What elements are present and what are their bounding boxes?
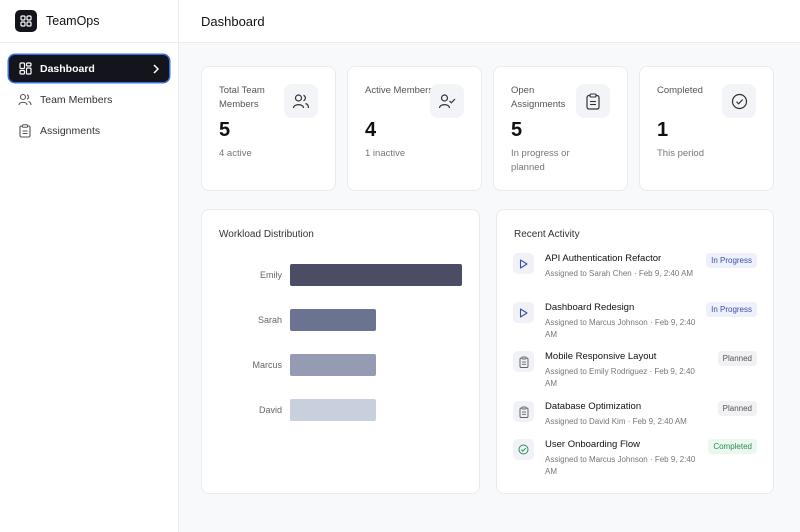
- brand: TeamOps: [0, 0, 178, 43]
- panel-title: Recent Activity: [514, 229, 580, 240]
- sidebar-item-team-members[interactable]: Team Members: [9, 86, 169, 113]
- user-check-icon: [430, 84, 464, 118]
- stat-value: 1: [657, 119, 669, 141]
- sidebar-item-label: Dashboard: [40, 62, 95, 75]
- activity-title: Dashboard Redesign: [545, 302, 635, 313]
- status-badge: In Progress: [706, 253, 757, 268]
- stat-subtext: 4 active: [219, 148, 252, 159]
- stat-subtext: This period: [657, 148, 704, 159]
- clipboard-icon: [513, 351, 534, 372]
- header: Dashboard: [179, 0, 800, 43]
- stat-card-active-members: Active Members 4 1 inactive: [347, 66, 482, 191]
- brand-name: TeamOps: [46, 14, 100, 28]
- stat-label: Total Team Members: [219, 85, 265, 110]
- bar-label: Emily: [260, 270, 282, 280]
- stat-label: Active Members: [365, 85, 434, 96]
- sidebar-item-label: Team Members: [40, 93, 113, 106]
- sidebar: TeamOps Dashboard Team Members Assignmen…: [0, 0, 179, 532]
- activity-title: Mobile Responsive Layout: [545, 351, 657, 362]
- status-badge: In Progress: [706, 302, 757, 317]
- users-icon: [18, 93, 32, 107]
- sidebar-item-dashboard[interactable]: Dashboard: [9, 55, 169, 82]
- workload-bar[interactable]: [290, 354, 376, 376]
- bar-label: David: [258, 405, 282, 415]
- chevron-right-icon: [152, 63, 160, 74]
- stat-card-open-assignments: Open Assignments 5 In progress or planne…: [493, 66, 628, 191]
- stat-label: Open Assignments: [511, 85, 566, 110]
- workload-bar[interactable]: [290, 309, 376, 331]
- sidebar-nav: Dashboard Team Members Assignments: [0, 43, 178, 160]
- stat-value: 4: [365, 119, 377, 141]
- activity-title: Database Optimization: [545, 401, 642, 412]
- stat-value: 5: [511, 119, 523, 141]
- recent-activity-panel: Recent Activity API Authentication Refac…: [496, 209, 774, 494]
- clipboard-icon: [576, 84, 610, 118]
- activity-meta: Assigned to Marcus Johnson · Feb 9, 2:40…: [545, 455, 696, 476]
- bar-label: Sarah: [257, 315, 282, 325]
- page-title: Dashboard: [201, 13, 265, 29]
- check-circle-icon: [722, 84, 756, 118]
- stat-label: Completed: [657, 85, 703, 96]
- workload-bar[interactable]: [290, 399, 376, 421]
- status-badge: Planned: [717, 401, 757, 416]
- activity-meta: Assigned to Emily Rodriguez · Feb 9, 2:4…: [545, 367, 695, 388]
- activity-meta: Assigned to Marcus Johnson · Feb 9, 2:40…: [545, 318, 696, 339]
- activity-meta: Assigned to David Kim · Feb 9, 2:40 AM: [545, 417, 687, 426]
- workload-bar[interactable]: [290, 264, 462, 286]
- stat-subtext: 1 inactive: [365, 148, 406, 159]
- sidebar-item-assignments[interactable]: Assignments: [9, 117, 169, 144]
- activity-title: API Authentication Refactor: [545, 253, 662, 264]
- dashboard-icon: [18, 62, 32, 76]
- users-icon: [284, 84, 318, 118]
- activity-title: User Onboarding Flow: [545, 439, 641, 450]
- stat-card-completed: Completed 1 This period: [639, 66, 774, 191]
- app-logo-icon: [15, 10, 37, 32]
- check-circle-icon: [513, 439, 534, 460]
- workload-distribution-panel: Workload Distribution Emily Sarah Marcus Da…: [201, 209, 480, 494]
- clipboard-icon: [18, 123, 32, 138]
- bar-label: Marcus: [252, 360, 282, 370]
- clipboard-icon: [513, 401, 534, 422]
- stat-card-total-members: Total Team Members 5 4 active: [201, 66, 336, 191]
- play-icon: [513, 253, 534, 274]
- activity-meta: Assigned to Sarah Chen · Feb 9, 2:40 AM: [545, 269, 694, 278]
- status-badge: Completed: [708, 439, 757, 454]
- status-badge: Planned: [717, 351, 757, 366]
- sidebar-item-label: Assignments: [40, 124, 101, 137]
- play-icon: [513, 302, 534, 323]
- panel-title: Workload Distribution: [219, 229, 314, 240]
- stat-subtext: In progress or planned: [511, 148, 570, 173]
- stat-value: 5: [219, 119, 231, 141]
